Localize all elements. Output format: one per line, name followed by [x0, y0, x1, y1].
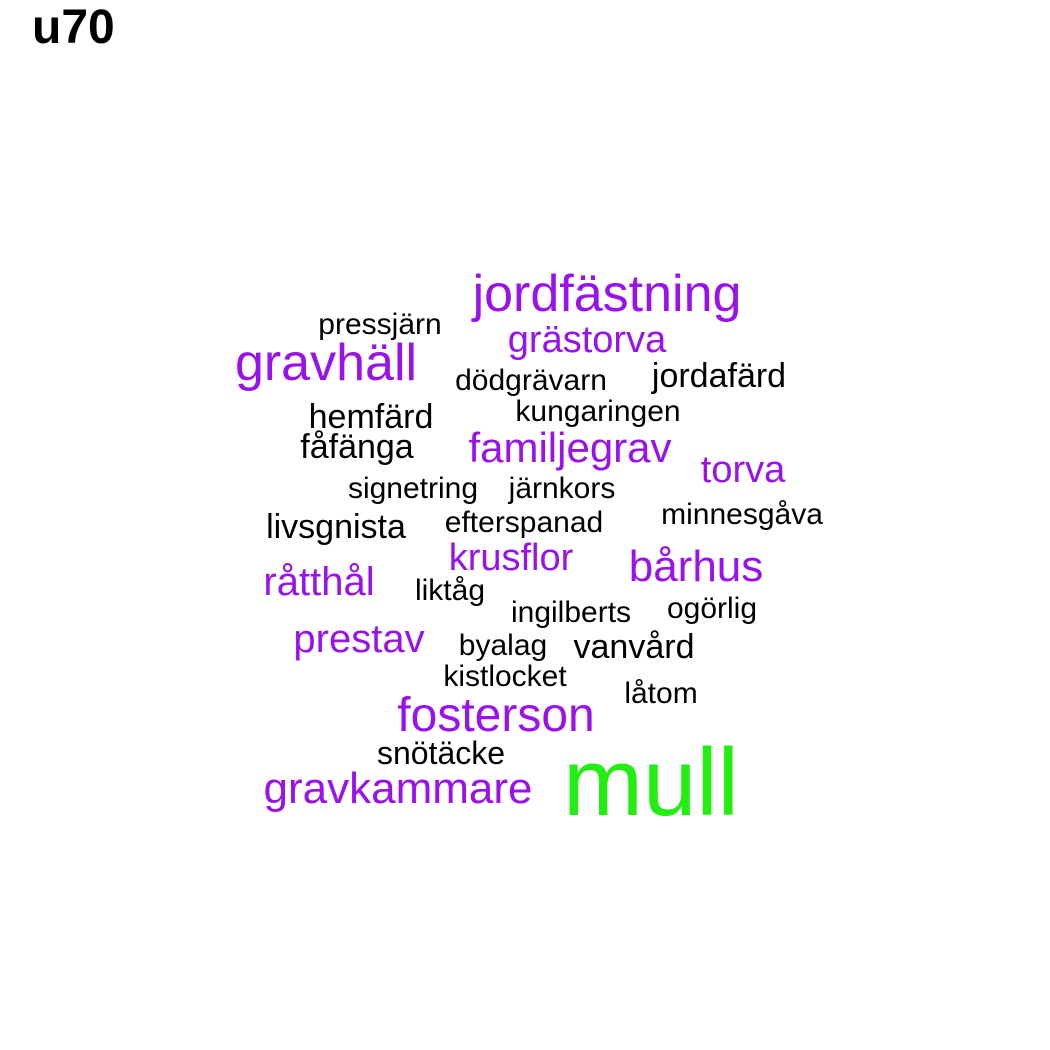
cloud-word: familjegrav	[468, 424, 672, 471]
cloud-word: ogörlig	[666, 592, 758, 625]
cloud-word: bårhus	[628, 542, 764, 591]
cloud-word: mull	[562, 729, 740, 836]
cloud-word: pressjärn	[318, 308, 442, 341]
page-title: u70	[32, 1, 115, 54]
cloud-word: fosterson	[397, 689, 595, 742]
cloud-word: livsgnista	[266, 508, 406, 546]
cloud-word: snötäcke	[376, 735, 506, 771]
cloud-word: krusflor	[448, 537, 574, 579]
cloud-word: hemfärd	[308, 398, 434, 436]
cloud-word: liktåg	[414, 574, 486, 607]
cloud-word: torva	[700, 449, 786, 491]
cloud-word: efterspanad	[444, 506, 604, 539]
cloud-word: kungaringen	[515, 395, 681, 428]
cloud-word: prestav	[293, 617, 425, 661]
cloud-word: grästorva	[507, 319, 667, 361]
cloud-word: råtthål	[263, 560, 375, 604]
cloud-word: ingilberts	[510, 596, 632, 629]
cloud-word: signetring	[347, 472, 479, 505]
cloud-word: gravkammare	[263, 764, 533, 813]
cloud-word: jordfästning	[472, 265, 742, 323]
cloud-word: låtom	[624, 677, 698, 710]
cloud-word: byalag	[458, 629, 548, 662]
cloud-word: gravhäll	[234, 334, 418, 392]
cloud-word: dödgrävarn	[455, 364, 607, 397]
cloud-word: kistlocket	[443, 660, 567, 693]
cloud-word: minnesgåva	[661, 498, 823, 531]
cloud-word: fåfänga	[300, 428, 414, 466]
cloud-word: järnkors	[508, 472, 616, 505]
cloud-word: vanvård	[573, 628, 695, 666]
cloud-word: jordafärd	[651, 357, 787, 395]
